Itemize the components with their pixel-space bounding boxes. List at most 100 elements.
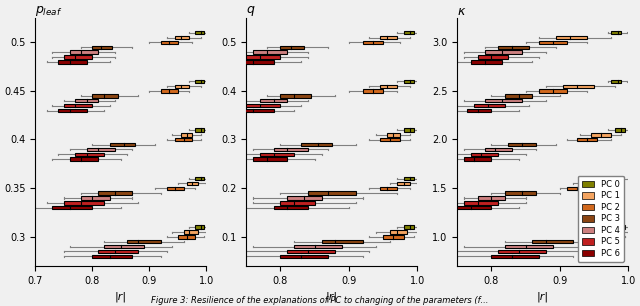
FancyBboxPatch shape [64, 104, 92, 107]
FancyBboxPatch shape [260, 153, 294, 156]
FancyBboxPatch shape [477, 196, 505, 200]
FancyBboxPatch shape [161, 41, 178, 44]
FancyBboxPatch shape [246, 55, 280, 59]
FancyBboxPatch shape [390, 230, 407, 234]
FancyBboxPatch shape [467, 109, 492, 112]
FancyBboxPatch shape [195, 226, 204, 229]
FancyBboxPatch shape [253, 157, 287, 161]
FancyBboxPatch shape [404, 31, 414, 35]
FancyBboxPatch shape [614, 226, 625, 229]
FancyBboxPatch shape [81, 196, 109, 200]
FancyBboxPatch shape [498, 250, 546, 253]
FancyBboxPatch shape [280, 46, 305, 49]
FancyBboxPatch shape [181, 133, 192, 136]
FancyBboxPatch shape [195, 128, 204, 132]
FancyBboxPatch shape [563, 84, 594, 88]
FancyBboxPatch shape [280, 255, 328, 258]
FancyBboxPatch shape [614, 128, 625, 132]
FancyBboxPatch shape [363, 89, 383, 93]
FancyBboxPatch shape [404, 177, 414, 180]
FancyBboxPatch shape [52, 206, 92, 209]
FancyBboxPatch shape [404, 128, 414, 132]
FancyBboxPatch shape [471, 60, 502, 64]
FancyBboxPatch shape [98, 250, 138, 253]
FancyBboxPatch shape [274, 148, 308, 151]
Text: $\kappa$: $\kappa$ [457, 5, 467, 18]
FancyBboxPatch shape [64, 55, 92, 59]
FancyBboxPatch shape [540, 89, 566, 93]
FancyBboxPatch shape [109, 143, 135, 146]
FancyBboxPatch shape [474, 104, 505, 107]
FancyBboxPatch shape [505, 245, 553, 248]
FancyBboxPatch shape [484, 50, 522, 54]
FancyBboxPatch shape [611, 31, 621, 35]
FancyBboxPatch shape [287, 250, 335, 253]
FancyBboxPatch shape [566, 187, 587, 190]
FancyBboxPatch shape [178, 235, 195, 239]
FancyBboxPatch shape [601, 230, 618, 234]
FancyBboxPatch shape [464, 157, 492, 161]
FancyBboxPatch shape [76, 99, 98, 103]
FancyBboxPatch shape [70, 50, 98, 54]
FancyBboxPatch shape [92, 255, 132, 258]
FancyBboxPatch shape [380, 138, 400, 141]
FancyBboxPatch shape [584, 182, 607, 185]
FancyBboxPatch shape [92, 94, 118, 98]
FancyBboxPatch shape [253, 50, 287, 54]
FancyBboxPatch shape [540, 41, 566, 44]
Text: $p_{leaf}$: $p_{leaf}$ [35, 4, 63, 18]
FancyBboxPatch shape [195, 31, 204, 35]
FancyBboxPatch shape [591, 133, 611, 136]
FancyBboxPatch shape [175, 84, 189, 88]
FancyBboxPatch shape [404, 226, 414, 229]
FancyBboxPatch shape [532, 240, 573, 244]
FancyBboxPatch shape [58, 109, 86, 112]
FancyBboxPatch shape [464, 201, 498, 205]
FancyBboxPatch shape [457, 206, 492, 209]
FancyBboxPatch shape [195, 177, 204, 180]
FancyBboxPatch shape [471, 153, 498, 156]
FancyBboxPatch shape [383, 235, 404, 239]
FancyBboxPatch shape [308, 192, 356, 195]
FancyBboxPatch shape [161, 89, 178, 93]
FancyBboxPatch shape [301, 143, 332, 146]
FancyBboxPatch shape [127, 240, 161, 244]
FancyBboxPatch shape [280, 94, 311, 98]
FancyBboxPatch shape [397, 182, 410, 185]
FancyBboxPatch shape [611, 177, 621, 180]
FancyBboxPatch shape [380, 187, 397, 190]
FancyBboxPatch shape [274, 206, 308, 209]
FancyBboxPatch shape [184, 230, 198, 234]
X-axis label: |r|: |r| [536, 291, 548, 302]
FancyBboxPatch shape [260, 99, 287, 103]
FancyBboxPatch shape [508, 143, 536, 146]
FancyBboxPatch shape [195, 80, 204, 83]
FancyBboxPatch shape [380, 36, 397, 39]
FancyBboxPatch shape [477, 55, 508, 59]
FancyBboxPatch shape [239, 60, 274, 64]
FancyBboxPatch shape [239, 109, 274, 112]
FancyBboxPatch shape [594, 235, 614, 239]
FancyBboxPatch shape [76, 153, 104, 156]
FancyBboxPatch shape [498, 46, 529, 49]
FancyBboxPatch shape [484, 99, 522, 103]
FancyBboxPatch shape [294, 245, 342, 248]
FancyBboxPatch shape [64, 201, 104, 205]
FancyBboxPatch shape [611, 80, 621, 83]
X-axis label: |r|: |r| [115, 291, 127, 302]
FancyBboxPatch shape [404, 80, 414, 83]
FancyBboxPatch shape [387, 133, 400, 136]
FancyBboxPatch shape [505, 94, 532, 98]
Text: Figure 3: Resilience of the explanations of PC to changing of the parameters (f.: Figure 3: Resilience of the explanations… [151, 296, 489, 305]
FancyBboxPatch shape [484, 148, 512, 151]
FancyBboxPatch shape [380, 84, 397, 88]
FancyBboxPatch shape [280, 201, 315, 205]
FancyBboxPatch shape [166, 187, 184, 190]
FancyBboxPatch shape [505, 192, 536, 195]
FancyBboxPatch shape [86, 148, 115, 151]
FancyBboxPatch shape [175, 138, 192, 141]
FancyBboxPatch shape [363, 41, 383, 44]
FancyBboxPatch shape [175, 36, 189, 39]
FancyBboxPatch shape [577, 138, 597, 141]
FancyBboxPatch shape [58, 60, 86, 64]
